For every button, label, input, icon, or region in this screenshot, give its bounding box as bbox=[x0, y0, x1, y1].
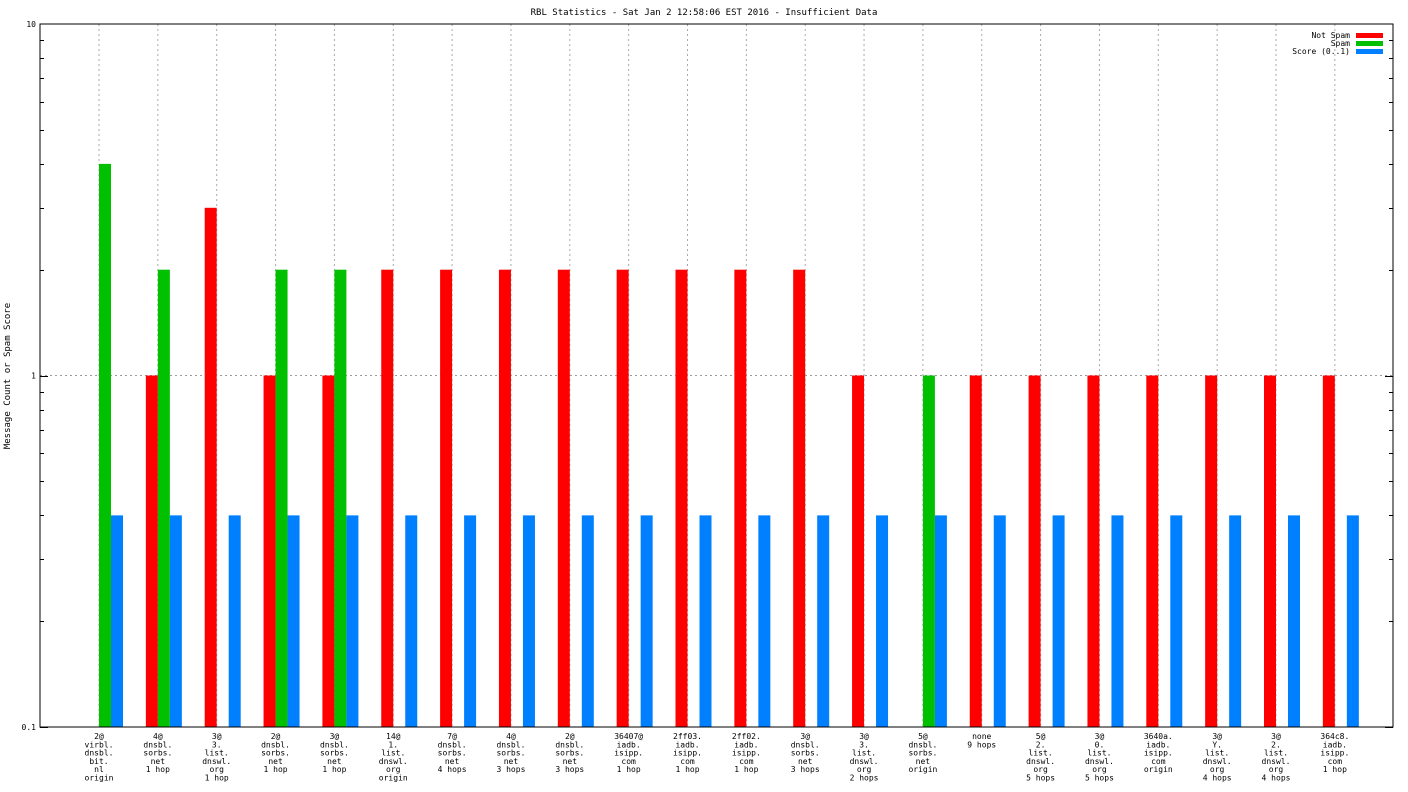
x-tick-label: 2@ virbl. dnsbl. bit. nl origin bbox=[85, 732, 114, 783]
x-tick-label: 3640a. iadb. isipp. com origin bbox=[1144, 732, 1173, 774]
x-tick-label: 3@ 0. list. dnswl. org 5 hops bbox=[1085, 732, 1114, 783]
bar-not-spam bbox=[557, 269, 570, 727]
bar-score-0-1 bbox=[111, 515, 123, 727]
bar-not-spam bbox=[793, 269, 806, 727]
x-tick-label: 3@ Y. list. dnswl. org 4 hops bbox=[1203, 732, 1232, 783]
y-tick-label: 0.1 bbox=[22, 723, 37, 732]
x-tick-label: 3@ 3. list. dnswl. org 1 hop bbox=[202, 732, 231, 783]
bar-not-spam bbox=[734, 269, 747, 727]
bar-spam bbox=[99, 163, 111, 727]
bar-score-0-1 bbox=[169, 515, 182, 727]
bar-score-0-1 bbox=[346, 515, 359, 727]
plot-frame bbox=[39, 23, 1394, 728]
y-tick-label: 10 bbox=[26, 20, 36, 29]
legend-swatch bbox=[1356, 41, 1383, 46]
bar-not-spam bbox=[852, 375, 865, 727]
bar-score-0-1 bbox=[287, 515, 300, 727]
bar-score-0-1 bbox=[699, 515, 712, 727]
x-tick-label: 3@ dnsbl. sorbs. net 1 hop bbox=[320, 732, 349, 774]
bar-score-0-1 bbox=[228, 515, 241, 727]
axis-ticks: 0.1 1 10 bbox=[22, 20, 1393, 732]
bar-not-spam bbox=[1087, 375, 1100, 727]
bar-not-spam bbox=[969, 375, 982, 727]
x-tick-label: 4@ dnsbl. sorbs. net 3 hops bbox=[496, 732, 525, 774]
bar-not-spam bbox=[440, 269, 453, 727]
x-tick-label: 3@ 2. list. dnswl. org 4 hops bbox=[1262, 732, 1291, 783]
x-tick-label: 7@ dnsbl. sorbs. net 4 hops bbox=[438, 732, 467, 774]
bar-score-0-1 bbox=[1111, 515, 1124, 727]
grid-lines bbox=[40, 24, 1393, 727]
bar-score-0-1 bbox=[1288, 515, 1300, 727]
bar-score-0-1 bbox=[934, 515, 947, 727]
bar-not-spam bbox=[263, 375, 276, 727]
y-tick-label: 1 bbox=[31, 372, 36, 381]
x-tick-label: 2ff02. iadb. isipp. com 1 hop bbox=[732, 732, 761, 774]
x-tick-label: none 9 hops bbox=[967, 732, 996, 749]
bar-score-0-1 bbox=[522, 515, 535, 727]
bar-score-0-1 bbox=[1229, 515, 1242, 727]
bar-spam bbox=[922, 375, 935, 727]
bar-score-0-1 bbox=[1346, 515, 1359, 727]
bar-spam bbox=[275, 269, 288, 727]
bar-not-spam bbox=[675, 269, 688, 727]
legend-label: Not Spam bbox=[1311, 31, 1350, 40]
x-tick-label: 2@ dnsbl. sorbs. net 1 hop bbox=[261, 732, 290, 774]
x-tick-label: 2@ dnsbl. sorbs. net 3 hops bbox=[555, 732, 584, 774]
legend-label: Score (0..1) bbox=[1292, 47, 1350, 56]
bar-score-0-1 bbox=[817, 515, 830, 727]
legend-swatch bbox=[1356, 33, 1383, 38]
x-tick-label: 2ff03. iadb. isipp. com 1 hop bbox=[673, 732, 702, 774]
chart-title: RBL Statistics - Sat Jan 2 12:58:06 EST … bbox=[531, 8, 878, 18]
x-tick-label: 3@ 3. list. dnswl. org 2 hops bbox=[850, 732, 879, 783]
x-axis-labels: 2@ virbl. dnsbl. bit. nl origin 4@ dnsbl. sorbs.… bbox=[85, 732, 1350, 783]
bar-score-0-1 bbox=[1170, 515, 1183, 727]
bar-not-spam bbox=[1205, 375, 1218, 727]
bar-not-spam bbox=[616, 269, 629, 727]
bar-score-0-1 bbox=[758, 515, 771, 727]
bar-not-spam bbox=[204, 207, 217, 728]
bar-not-spam bbox=[1028, 375, 1041, 727]
x-tick-label: 5@ 2. list. dnswl. org 5 hops bbox=[1026, 732, 1055, 783]
bar-not-spam bbox=[1146, 375, 1159, 727]
bar-score-0-1 bbox=[1052, 515, 1065, 727]
bar-score-0-1 bbox=[876, 515, 889, 727]
bar-score-0-1 bbox=[464, 515, 477, 727]
bar-spam bbox=[157, 269, 170, 727]
bar-not-spam bbox=[498, 269, 511, 727]
bar-not-spam bbox=[381, 269, 394, 727]
x-tick-label: 14@ 1. list. dnswl. org origin bbox=[379, 732, 408, 783]
x-tick-label: 3@ dnsbl. sorbs. net 3 hops bbox=[791, 732, 820, 774]
legend-swatch bbox=[1356, 49, 1383, 54]
x-tick-label: 4@ dnsbl. sorbs. net 1 hop bbox=[143, 732, 172, 774]
bar-not-spam bbox=[1322, 375, 1335, 727]
bars bbox=[99, 163, 1359, 728]
bar-not-spam bbox=[1264, 375, 1276, 727]
bar-score-0-1 bbox=[581, 515, 594, 727]
bar-score-0-1 bbox=[993, 515, 1006, 727]
bar-score-0-1 bbox=[640, 515, 653, 727]
bar-not-spam bbox=[322, 375, 335, 727]
y-axis-label: Message Count or Spam Score bbox=[3, 303, 13, 449]
x-tick-label: 36407@ iadb. isipp. com 1 hop bbox=[614, 732, 643, 774]
legend-label: Spam bbox=[1331, 39, 1350, 48]
bar-spam bbox=[334, 269, 347, 727]
bar-score-0-1 bbox=[405, 515, 418, 727]
x-tick-label: 5@ dnsbl. sorbs. net origin bbox=[908, 732, 937, 774]
x-tick-label: 364c8. iadb. isipp. com 1 hop bbox=[1320, 732, 1349, 774]
bar-not-spam bbox=[145, 375, 158, 727]
